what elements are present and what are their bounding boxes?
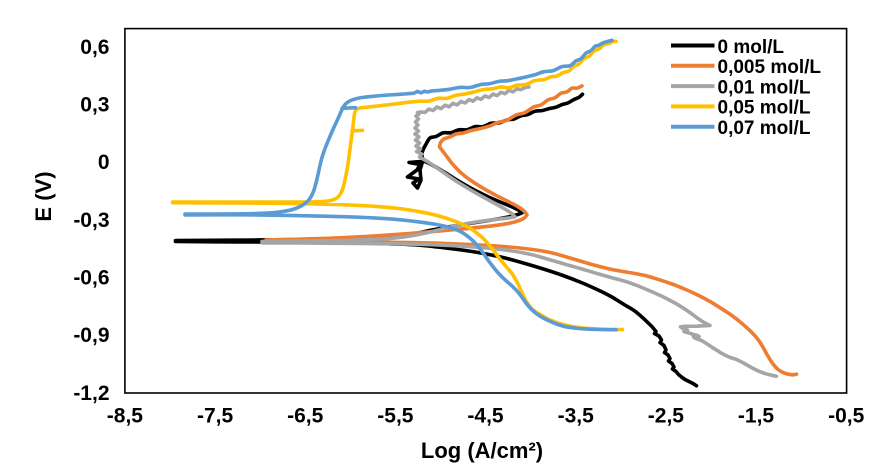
svg-text:0,07 mol/L: 0,07 mol/L	[718, 118, 811, 139]
svg-text:0,01 mol/L: 0,01 mol/L	[718, 77, 811, 98]
svg-text:0 mol/L: 0 mol/L	[718, 37, 785, 58]
svg-text:-2,5: -2,5	[648, 405, 685, 428]
svg-text:-3,5: -3,5	[558, 405, 595, 428]
svg-text:-0,9: -0,9	[73, 324, 109, 347]
svg-text:-1,5: -1,5	[738, 405, 775, 428]
svg-text:-6,5: -6,5	[287, 405, 324, 428]
svg-text:-8,5: -8,5	[107, 405, 144, 428]
svg-text:0: 0	[98, 151, 110, 174]
svg-text:-0,6: -0,6	[73, 267, 109, 290]
svg-text:0,005 mol/L: 0,005 mol/L	[718, 57, 822, 78]
svg-text:Log (A/cm²): Log (A/cm²)	[421, 438, 543, 463]
svg-text:-1,2: -1,2	[73, 382, 109, 405]
svg-text:-0,5: -0,5	[828, 405, 865, 428]
svg-text:0,3: 0,3	[80, 94, 109, 117]
svg-text:0,6: 0,6	[80, 36, 109, 59]
svg-text:-0,3: -0,3	[73, 209, 109, 232]
svg-text:-5,5: -5,5	[377, 405, 414, 428]
svg-text:0,05 mol/L: 0,05 mol/L	[718, 98, 811, 119]
svg-text:E (V): E (V)	[31, 171, 56, 221]
svg-text:-7,5: -7,5	[197, 405, 234, 428]
svg-text:-4,5: -4,5	[467, 405, 504, 428]
